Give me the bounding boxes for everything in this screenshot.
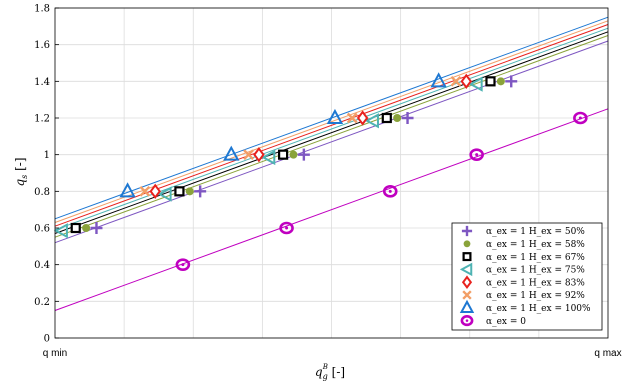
- legend-label: α_ex = 1 H_ex = 100%: [486, 304, 591, 314]
- data-point: [223, 145, 240, 161]
- data-point: [278, 149, 289, 160]
- y-tick-label: 0.2: [34, 297, 50, 308]
- y-tick-label: 0: [44, 334, 50, 345]
- data-point: [496, 77, 505, 86]
- data-point: [381, 112, 392, 124]
- legend-box: [451, 222, 603, 331]
- svg-text:qs [-]: qs [-]: [13, 157, 29, 186]
- fit-line: [54, 35, 609, 238]
- marker-dot: [463, 240, 471, 248]
- marker-diamond: [461, 275, 473, 289]
- fit-line: [54, 108, 609, 311]
- y-tick-label: 1.4: [34, 77, 50, 88]
- x-axis-ticks: q min q max: [43, 348, 622, 359]
- x-tick-label-max: q max: [594, 348, 621, 359]
- marker-square: [462, 252, 472, 262]
- data-point: [149, 183, 161, 199]
- marker-cross: [462, 290, 472, 300]
- legend-label: α_ex = 1 H_ex = 75%: [486, 266, 585, 276]
- data-point: [261, 149, 276, 166]
- legend-label: α_ex = 1 H_ex = 83%: [486, 278, 585, 288]
- data-point: [364, 113, 379, 129]
- data-point: [289, 150, 298, 159]
- fit-line: [54, 27, 609, 231]
- legend-entry: α_ex = 1 H_ex = 75%: [459, 262, 585, 277]
- y-tick-label: 0.8: [34, 187, 50, 198]
- legend-entry: α_ex = 1 H_ex = 100%: [459, 299, 591, 314]
- data-point: [326, 108, 344, 124]
- data-point: [469, 148, 484, 161]
- data-point: [53, 223, 68, 239]
- legend-label: α_ex = 0: [486, 317, 526, 327]
- data-point: [346, 112, 358, 124]
- plot-frame: [54, 7, 609, 339]
- data-point: [573, 111, 588, 125]
- y-tick-label: 0.6: [34, 224, 50, 235]
- data-points: [53, 72, 588, 271]
- data-point: [139, 185, 151, 197]
- x-axis-label: qgB [-]: [315, 363, 345, 381]
- x-tick-label-min: q min: [43, 348, 67, 359]
- legend-label: α_ex = 1 H_ex = 67%: [486, 253, 585, 263]
- legend-label: α_ex = 1 H_ex = 50%: [486, 227, 585, 237]
- y-tick-label: 1.6: [34, 40, 50, 51]
- data-point: [90, 222, 103, 234]
- svg-text:qgB [-]: qgB [-]: [315, 363, 345, 381]
- y-axis-label: qs [-]: [13, 157, 29, 186]
- legend-entry: α_ex = 1 H_ex = 67%: [462, 252, 585, 263]
- legend-label: α_ex = 1 H_ex = 92%: [486, 291, 585, 301]
- y-tick-label: 1.8: [34, 4, 50, 15]
- data-point: [157, 186, 172, 202]
- data-point: [356, 110, 369, 126]
- legend-entry: α_ex = 1 H_ex = 83%: [461, 275, 585, 289]
- data-point: [194, 185, 207, 198]
- data-point: [185, 187, 194, 196]
- data-point: [174, 186, 185, 197]
- y-tick-label: 0.4: [34, 260, 50, 271]
- data-point: [82, 224, 91, 232]
- data-point: [279, 221, 294, 235]
- y-tick-label: 1.2: [34, 114, 50, 125]
- data-point: [401, 112, 414, 124]
- marker-triangle-left: [459, 262, 473, 277]
- data-point: [253, 147, 265, 163]
- data-point: [468, 76, 483, 92]
- data-point: [175, 258, 191, 271]
- legend-entry: α_ex = 0: [460, 315, 526, 327]
- y-tick-label: 1: [44, 150, 50, 161]
- data-point: [460, 73, 473, 89]
- fit-line: [54, 31, 609, 234]
- legend: α_ex = 1 H_ex = 50% α_ex = 1 H_ex = 58% α_…: [451, 222, 603, 331]
- data-point: [382, 185, 398, 198]
- data-point: [70, 222, 81, 234]
- fit-line: [54, 40, 609, 244]
- legend-entry: α_ex = 1 H_ex = 50%: [461, 225, 585, 237]
- marker-circle: [460, 315, 474, 327]
- data-point: [393, 114, 402, 122]
- marker-plus: [461, 225, 473, 237]
- data-point: [243, 149, 254, 161]
- data-point: [297, 148, 310, 161]
- data-point: [430, 72, 447, 88]
- legend-entry: α_ex = 1 H_ex = 58%: [463, 240, 585, 250]
- data-point: [450, 75, 462, 87]
- marker-triangle-up: [459, 299, 475, 314]
- legend-label: α_ex = 1 H_ex = 58%: [486, 240, 585, 250]
- data-point: [119, 182, 136, 198]
- legend-entry: α_ex = 1 H_ex = 92%: [462, 290, 585, 301]
- data-point: [505, 75, 518, 88]
- y-axis-ticks: 0 0.2 0.4 0.6 0.8 1 1.2 1.4 1.6 1.8: [34, 4, 59, 345]
- data-point: [485, 76, 496, 87]
